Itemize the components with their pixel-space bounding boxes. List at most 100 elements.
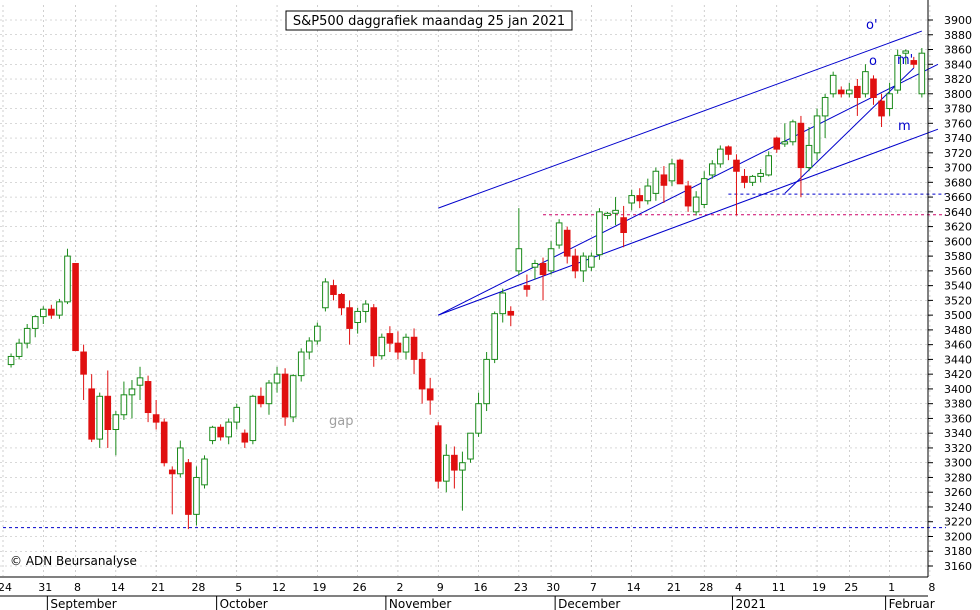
- candle-up: [515, 248, 523, 272]
- candle-up: [717, 148, 724, 165]
- candle-up: [652, 170, 660, 194]
- y-tick-label: 3400: [944, 383, 972, 396]
- candle-down: [88, 388, 95, 440]
- candle-down: [281, 373, 289, 418]
- candle-up: [64, 255, 71, 303]
- x-tick-label: 28: [191, 581, 205, 594]
- candle-down: [507, 310, 515, 316]
- y-tick-label: 3360: [944, 412, 972, 425]
- y-tick-label: 3440: [944, 353, 972, 366]
- x-tick-label: 2: [396, 581, 403, 594]
- candle-up: [596, 211, 603, 256]
- x-tick-label: 1: [888, 581, 895, 594]
- y-tick-label: 3640: [944, 206, 972, 219]
- y-tick-label: 3160: [944, 560, 972, 573]
- candle-up: [201, 458, 208, 486]
- y-tick-label: 3860: [944, 44, 972, 57]
- candle-up: [612, 209, 619, 214]
- candle-up: [805, 144, 813, 169]
- grid-lines: [0, 5, 931, 576]
- y-tick-label: 3540: [944, 280, 972, 293]
- y-tick-label: 3520: [944, 294, 972, 307]
- y-tick-label: 3220: [944, 516, 972, 529]
- y-tick-label: 3560: [944, 265, 972, 278]
- candle-up: [297, 351, 305, 377]
- candle-up: [781, 141, 789, 145]
- title-box: [285, 10, 573, 31]
- x-tick-label: 9: [437, 581, 444, 594]
- candle-up: [120, 394, 128, 416]
- y-tick-label: 3800: [944, 88, 972, 101]
- trend-line: [784, 67, 915, 194]
- candle-up: [749, 175, 756, 183]
- candle-up: [15, 342, 23, 357]
- candle-down: [418, 358, 426, 390]
- candle-up: [23, 327, 31, 344]
- y-tick-label: 3880: [944, 29, 972, 42]
- x-tick-label: 24: [0, 581, 12, 594]
- y-tick-label: 3840: [944, 58, 972, 71]
- candle-up: [322, 281, 329, 309]
- candle-down: [241, 432, 249, 443]
- candle-down: [539, 262, 547, 276]
- candle-up: [580, 255, 587, 272]
- candle-up: [7, 355, 15, 366]
- label-o: o: [869, 54, 877, 69]
- candle-up: [789, 121, 797, 143]
- month-label: 2021: [735, 597, 766, 610]
- candle-up: [273, 373, 281, 384]
- candle-down: [104, 395, 112, 431]
- y-tick-label: 3240: [944, 501, 972, 514]
- y-tick-label: 3720: [944, 147, 972, 160]
- candle-down: [620, 217, 627, 233]
- y-tick-label: 3420: [944, 368, 972, 381]
- candle-up: [467, 432, 474, 460]
- candle-up: [402, 336, 410, 353]
- candle-down: [152, 414, 160, 423]
- candle-down: [330, 285, 337, 295]
- y-tick-label: 3480: [944, 324, 972, 337]
- y-tick-label: 3660: [944, 191, 972, 204]
- candle-up: [305, 340, 313, 353]
- month-label: September: [50, 597, 116, 610]
- candle-down: [144, 381, 152, 414]
- candle-up: [668, 163, 676, 182]
- candle-up: [846, 89, 853, 95]
- y-tick-label: 3760: [944, 117, 972, 130]
- candle-down: [660, 174, 668, 186]
- y-tick-label: 3500: [944, 309, 972, 322]
- candle-down: [563, 229, 571, 257]
- candle-down: [878, 100, 885, 117]
- x-tick-label: 26: [353, 581, 367, 594]
- candle-up: [547, 248, 555, 272]
- month-label: November: [389, 597, 451, 610]
- copyright: © ADN Beursanalyse: [10, 554, 137, 568]
- y-tick-label: 3320: [944, 442, 972, 455]
- y-tick-label: 3380: [944, 398, 972, 411]
- chart-title: S&P500 daggrafiek maandag 25 jan 2021: [293, 14, 565, 29]
- candle-up: [644, 185, 652, 202]
- candle-down: [797, 122, 805, 169]
- candle-up: [708, 163, 716, 176]
- y-tick-label: 3300: [944, 457, 972, 470]
- x-tick-label: 21: [667, 581, 681, 594]
- candle-up: [813, 115, 821, 154]
- x-tick-label: 12: [272, 581, 286, 594]
- label-m: m: [898, 119, 911, 134]
- candle-down: [451, 454, 458, 471]
- candle-up: [136, 377, 144, 386]
- candle-up: [249, 395, 257, 442]
- x-tick-label: 8: [74, 581, 81, 594]
- x-tick-label: 16: [474, 581, 488, 594]
- candle-down: [48, 308, 55, 316]
- month-label: October: [220, 597, 268, 610]
- candle-up: [491, 313, 498, 360]
- x-tick-label: 30: [546, 581, 560, 594]
- candle-down: [80, 351, 87, 375]
- y-tick-label: 3580: [944, 250, 972, 263]
- x-tick-label: 31: [38, 581, 52, 594]
- candle-down: [386, 333, 394, 344]
- candle-up: [894, 54, 901, 91]
